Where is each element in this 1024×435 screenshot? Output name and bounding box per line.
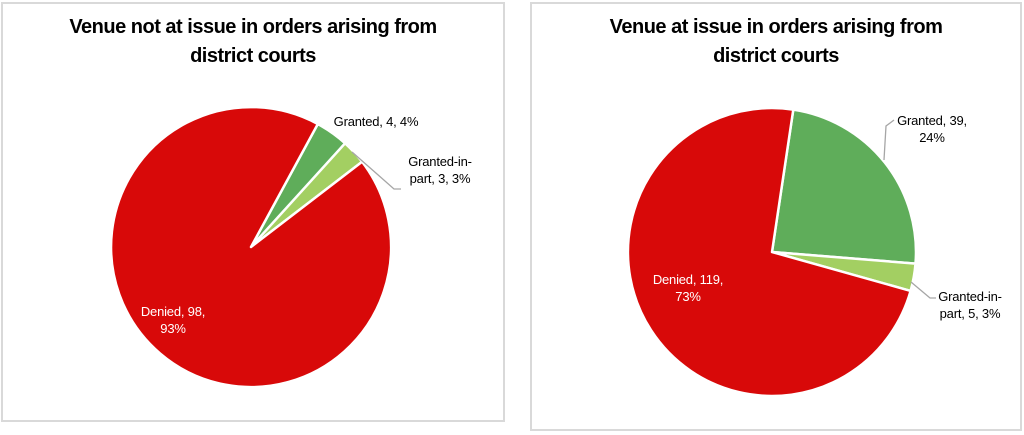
pie-chart-venue-at-issue xyxy=(626,106,936,398)
data-label-granted-in-part: Granted-in- part, 3, 3% xyxy=(408,153,472,187)
data-label-denied: Denied, 119, 73% xyxy=(652,271,724,305)
chart-panel-venue-at-issue: Venue at issue in orders arising from di… xyxy=(530,2,1022,431)
data-label-line: 93% xyxy=(160,321,186,336)
data-label-granted-in-part: Granted-in- part, 5, 3% xyxy=(938,288,1002,322)
data-label-line: Granted-in- xyxy=(938,289,1002,304)
data-label-granted: Granted, 39, 24% xyxy=(897,112,967,146)
data-label-line: 73% xyxy=(675,289,701,304)
chart-title-venue-at-issue: Venue at issue in orders arising from di… xyxy=(530,13,1022,71)
data-label-line: Granted-in- xyxy=(408,154,472,169)
data-label-line: Granted, 4, 4% xyxy=(333,114,419,129)
data-label-line: part, 5, 3% xyxy=(939,306,1001,321)
data-label-denied: Denied, 98, 93% xyxy=(141,303,205,337)
chart-title-line-2: district courts xyxy=(190,45,316,67)
chart-title-line-1: Venue at issue in orders arising from xyxy=(609,16,943,38)
leader-line-granted xyxy=(883,119,895,161)
pie-slice-denied xyxy=(109,105,393,389)
leader-line-granted-in-part xyxy=(910,281,936,299)
leader-line-granted-in-part xyxy=(351,151,401,190)
pie-slice-denied xyxy=(626,106,912,398)
chart-title-venue-not-at-issue: Venue not at issue in orders arising fro… xyxy=(1,13,505,71)
chart-title-line-1: Venue not at issue in orders arising fro… xyxy=(69,16,437,38)
data-label-line: part, 3, 3% xyxy=(409,171,471,186)
data-label-line: 24% xyxy=(919,130,945,145)
data-label-line: Granted, 39, xyxy=(897,113,967,128)
chart-panel-venue-not-at-issue: Venue not at issue in orders arising fro… xyxy=(1,2,505,422)
data-label-line: Denied, 119, xyxy=(652,272,724,287)
pie-slice-granted xyxy=(770,108,918,265)
chart-title-line-2: district courts xyxy=(713,45,839,67)
data-label-granted: Granted, 4, 4% xyxy=(334,113,419,130)
data-label-line: Denied, 98, xyxy=(140,304,206,319)
pie-chart-venue-not-at-issue xyxy=(109,105,401,389)
